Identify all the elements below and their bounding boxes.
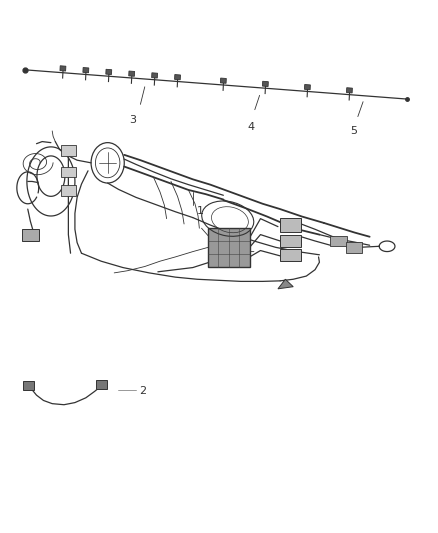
- Bar: [96, 380, 107, 389]
- Text: 5: 5: [350, 126, 357, 136]
- Polygon shape: [278, 279, 293, 289]
- Bar: [60, 66, 66, 71]
- Bar: [129, 71, 134, 76]
- Bar: [280, 235, 301, 247]
- FancyBboxPatch shape: [21, 229, 39, 241]
- Bar: [152, 73, 158, 78]
- Bar: [175, 75, 180, 80]
- Bar: [280, 218, 301, 232]
- Bar: [346, 88, 353, 93]
- Bar: [330, 236, 347, 246]
- Text: 2: 2: [140, 386, 147, 397]
- Bar: [304, 85, 311, 90]
- FancyBboxPatch shape: [208, 228, 250, 266]
- Text: 4: 4: [247, 122, 254, 132]
- Bar: [61, 166, 76, 177]
- Text: 1: 1: [197, 206, 204, 216]
- Bar: [346, 242, 362, 253]
- Bar: [23, 381, 34, 390]
- Bar: [61, 146, 76, 156]
- Bar: [83, 68, 89, 73]
- Bar: [61, 185, 76, 196]
- Bar: [280, 249, 301, 261]
- Bar: [106, 69, 112, 75]
- Bar: [262, 81, 268, 86]
- Bar: [220, 78, 226, 83]
- Text: 3: 3: [130, 115, 137, 125]
